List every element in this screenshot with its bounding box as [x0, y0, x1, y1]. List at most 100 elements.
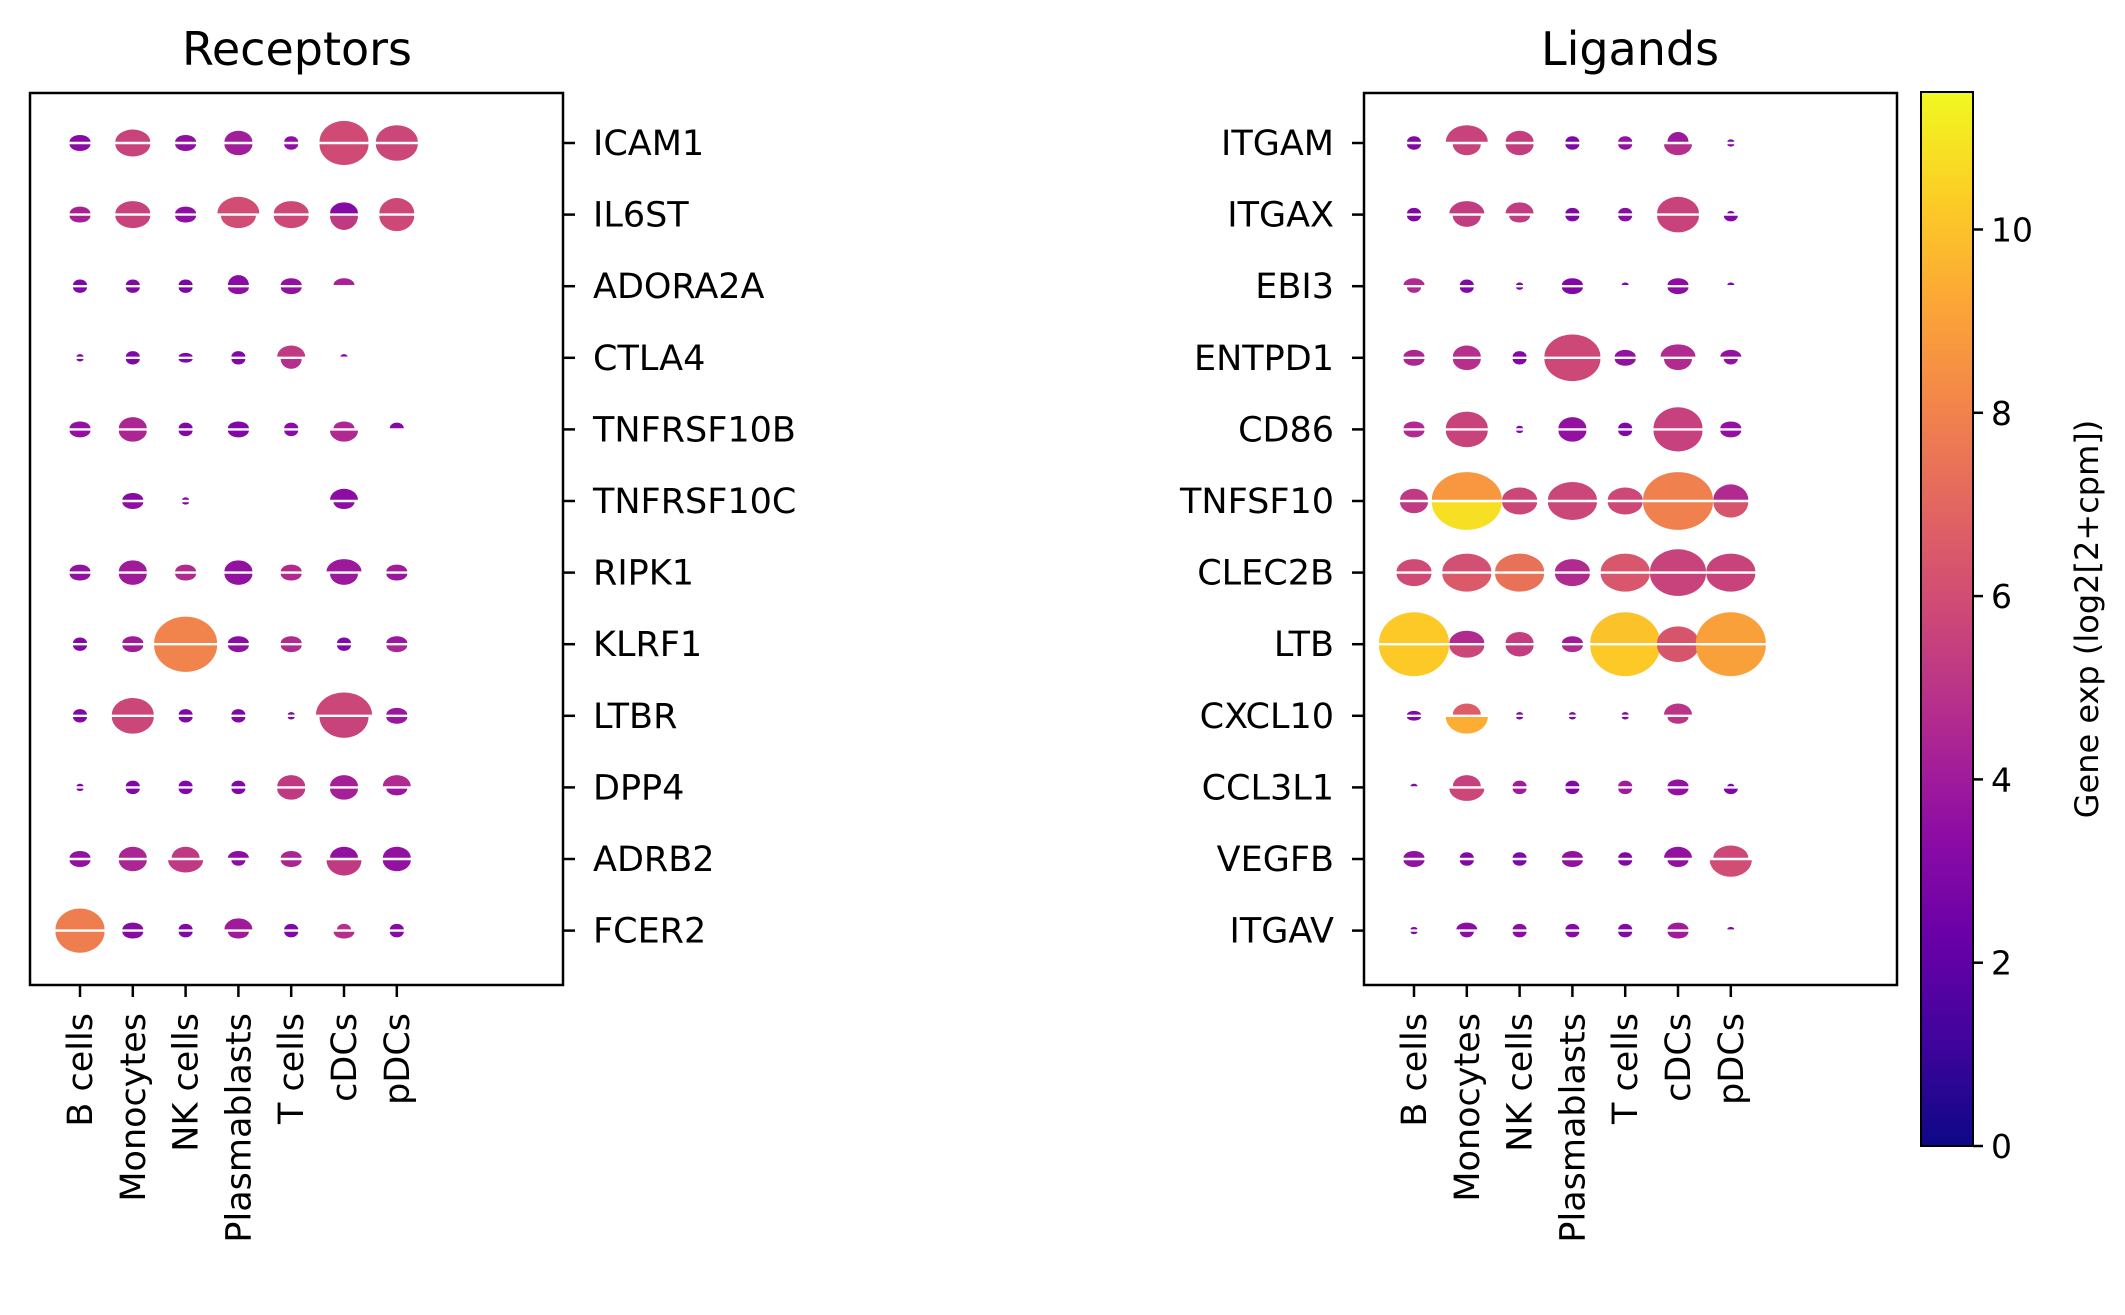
dot-top-il6st-b-cells: [69, 206, 91, 214]
dot-top-ctla4-t-cells: [277, 345, 306, 357]
dot-top-ltb-plasmablasts: [1561, 636, 1583, 643]
dot-top-tnfrsf10b-t-cells: [284, 422, 299, 429]
y-tick-label: LTBR: [593, 697, 677, 737]
dot-bottom-clec2b-pdcs: [1706, 573, 1756, 592]
dot-bottom-ctla4-monocytes: [125, 359, 140, 365]
dot-bottom-il6st-pdcs: [379, 215, 415, 232]
dot-top-adrb2-b-cells: [69, 851, 91, 858]
dot-top-cxcl10-plasmablasts: [1568, 712, 1576, 715]
dot-top-ltb-cdcs: [1657, 626, 1699, 643]
dot-top-itgax-monocytes: [1449, 201, 1485, 214]
dot-bottom-cd86-plasmablasts: [1558, 430, 1587, 442]
dot-top-vegfb-cdcs: [1664, 846, 1692, 858]
dot-bottom-vegfb-pdcs: [1709, 860, 1752, 877]
dot-top-vegfb-t-cells: [1618, 852, 1633, 858]
dot-bottom-clec2b-nk-cells: [1495, 573, 1545, 592]
y-tick-label: CTLA4: [593, 339, 705, 379]
dot-top-vegfb-plasmablasts: [1561, 851, 1583, 858]
dot-top-fcer2-plasmablasts: [224, 918, 253, 930]
dot-bottom-klrf1-cdcs: [337, 645, 351, 651]
dot-bottom-dpp4-t-cells: [277, 788, 306, 800]
dot-top-tnfsf10-cdcs: [1643, 472, 1713, 500]
dot-top-ltbr-cdcs: [316, 692, 373, 715]
y-tick-label: ITGAM: [1221, 124, 1334, 164]
dot-bottom-cxcl10-cdcs: [1667, 717, 1689, 724]
dot-top-ccl3l1-b-cells: [1410, 783, 1418, 787]
dot-top-ctla4-b-cells: [76, 354, 84, 357]
dot-bottom-tnfrsf10b-monocytes: [118, 430, 147, 442]
dot-layer: [1379, 125, 1766, 939]
dot-bottom-clec2b-b-cells: [1396, 573, 1432, 587]
dot-bottom-klrf1-b-cells: [73, 645, 87, 651]
dot-bottom-icam1-t-cells: [284, 144, 299, 150]
dot-bottom-cxcl10-nk-cells: [1516, 717, 1524, 720]
dot-bottom-clec2b-t-cells: [1600, 573, 1650, 592]
y-tick-label: IL6ST: [593, 196, 689, 236]
dot-bottom-tnfrsf10b-b-cells: [69, 430, 91, 438]
dot-top-ctla4-plasmablasts: [231, 351, 246, 357]
dot-top-ebi3-pdcs: [1727, 282, 1735, 285]
dot-bottom-itgam-nk-cells: [1505, 144, 1534, 156]
dot-top-ltbr-nk-cells: [178, 709, 193, 715]
dot-bottom-dpp4-nk-cells: [178, 788, 193, 795]
dot-bottom-cd86-nk-cells: [1516, 430, 1524, 434]
dot-bottom-adora2a-plasmablasts: [227, 287, 249, 295]
dot-bottom-ltb-pdcs: [1695, 645, 1766, 677]
dot-top-ctla4-cdcs: [340, 354, 348, 357]
dot-bottom-ltbr-pdcs: [386, 717, 408, 724]
colorbar-ticks: 0 2 4 6 8 10: [1973, 210, 2033, 1166]
colorbar-gradient: [1920, 91, 1974, 1147]
dot-top-dpp4-t-cells: [277, 775, 306, 787]
dot-top-tnfrsf10c-cdcs: [330, 488, 358, 500]
dot-top-itgav-nk-cells: [1512, 923, 1527, 930]
dot-top-tnfsf10-nk-cells: [1502, 487, 1538, 500]
dot-bottom-il6st-monocytes: [115, 215, 151, 229]
dot-bottom-ripk1-pdcs: [386, 573, 408, 581]
dot-bottom-adrb2-monocytes: [118, 860, 147, 872]
y-tick-label: RIPK1: [593, 554, 694, 594]
dot-top-tnfrsf10b-nk-cells: [178, 422, 193, 429]
y-tick-label: ENTPD1: [1194, 339, 1334, 379]
dot-bottom-tnfrsf10c-monocytes: [122, 502, 144, 509]
x-tick-label: pDCs: [1712, 1013, 1752, 1105]
dot-top-tnfsf10-t-cells: [1607, 487, 1643, 500]
dot-top-tnfrsf10b-pdcs: [389, 422, 404, 429]
dot-bottom-il6st-nk-cells: [175, 215, 197, 223]
dot-bottom-il6st-cdcs: [330, 215, 358, 230]
y-tick-label: CCL3L1: [1202, 768, 1334, 808]
dot-bottom-ccl3l1-t-cells: [1618, 788, 1633, 795]
dot-bottom-ebi3-monocytes: [1459, 287, 1474, 293]
dot-bottom-cd86-b-cells: [1403, 430, 1425, 438]
dot-top-klrf1-t-cells: [280, 636, 302, 643]
dot-bottom-ccl3l1-plasmablasts: [1565, 788, 1580, 795]
dot-top-cxcl10-monocytes: [1452, 703, 1481, 715]
dot-bottom-ccl3l1-nk-cells: [1512, 788, 1527, 795]
x-tick-label: Plasmablasts: [219, 1013, 259, 1243]
dot-bottom-ebi3-cdcs: [1667, 287, 1689, 295]
dot-top-tnfrsf10c-monocytes: [122, 493, 144, 500]
x-tick-label: B cells: [61, 1013, 101, 1127]
dot-bottom-vegfb-monocytes: [1459, 860, 1474, 866]
dot-bottom-il6st-plasmablasts: [220, 215, 256, 229]
dot-top-il6st-t-cells: [273, 201, 309, 214]
dot-bottom-clec2b-cdcs: [1650, 573, 1706, 596]
dot-top-ltb-monocytes: [1449, 630, 1485, 643]
dot-top-fcer2-monocytes: [122, 922, 144, 930]
dot-bottom-itgam-cdcs: [1664, 144, 1692, 156]
x-tick-label: NK cells: [1501, 1013, 1541, 1152]
dot-bottom-ripk1-t-cells: [280, 573, 302, 581]
x-tick-label: B cells: [1395, 1013, 1435, 1127]
y-tick-label: FCER2: [593, 912, 706, 952]
y-tick-label: ADRB2: [593, 840, 715, 880]
dot-bottom-ccl3l1-pdcs: [1723, 788, 1738, 795]
dot-top-ebi3-cdcs: [1667, 278, 1689, 285]
dot-bottom-tnfrsf10b-t-cells: [284, 430, 299, 437]
dot-top-cd86-nk-cells: [1516, 425, 1524, 429]
colorbar: 0 2 4 6 8 10 Gene exp (log2[2+cpm]): [1920, 91, 2106, 1166]
dot-bottom-fcer2-nk-cells: [178, 931, 193, 938]
dot-top-adora2a-nk-cells: [178, 279, 193, 285]
dot-bottom-entpd1-nk-cells: [1512, 359, 1527, 365]
dot-bottom-il6st-b-cells: [69, 215, 91, 223]
dot-top-klrf1-plasmablasts: [227, 636, 249, 643]
